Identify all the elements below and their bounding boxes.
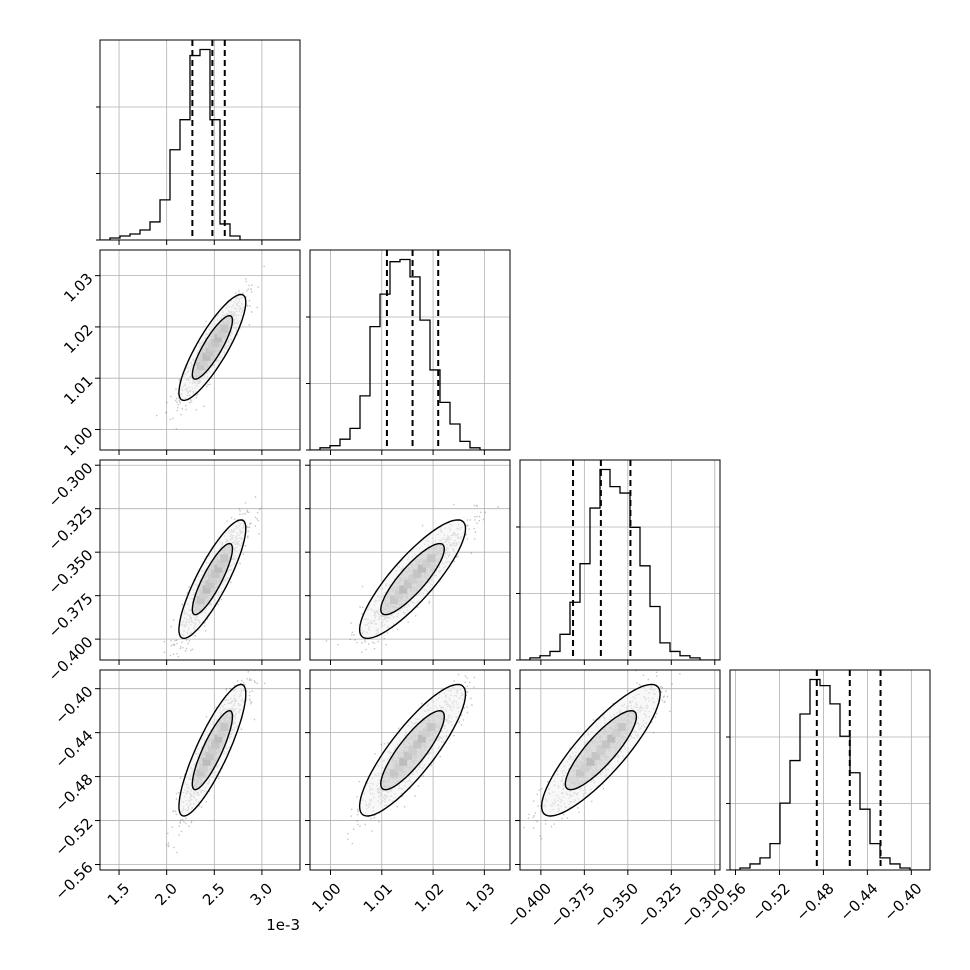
histogram-panel-3 <box>520 460 720 660</box>
histogram-panel-1 <box>100 40 300 240</box>
contour-inner <box>191 709 234 791</box>
x-tick-label: −0.325 <box>634 880 686 932</box>
y-tick-label: 1.03 <box>60 269 96 305</box>
histogram-step <box>520 468 720 660</box>
axes-frame <box>309 669 511 871</box>
contour-inner <box>191 314 234 380</box>
y-tick-label: 1.01 <box>60 372 96 408</box>
axes-frame <box>309 459 511 661</box>
histogram-step <box>730 678 930 870</box>
x-tick-label: 1.5 <box>104 880 134 910</box>
y-tick-label: −0.400 <box>45 633 97 685</box>
contour-inner <box>380 709 446 791</box>
x-tick-label: −0.52 <box>748 880 793 925</box>
histogram-panel-2 <box>310 250 510 450</box>
y-tick-label: −0.56 <box>51 858 96 903</box>
scatter-panel-4-2 <box>310 670 510 870</box>
y-tick-label: −0.300 <box>45 459 97 511</box>
axes-frame <box>99 459 301 661</box>
y-tick-label: 1.02 <box>60 321 96 357</box>
x-tick-label: −0.44 <box>836 880 881 925</box>
histogram-panel-4 <box>730 670 930 870</box>
y-tick-label: −0.44 <box>51 726 96 771</box>
x-tick-label: −0.375 <box>547 880 599 932</box>
histogram-step <box>100 48 300 240</box>
x-tick-label: −0.350 <box>590 880 642 932</box>
y-tick-label: −0.350 <box>45 546 97 598</box>
contour-inner <box>191 542 234 616</box>
y-tick-label: −0.375 <box>45 589 97 641</box>
y-tick-label: 1.00 <box>60 423 96 459</box>
scatter-panel-4-3 <box>520 670 720 870</box>
y-tick-label: −0.325 <box>45 503 97 555</box>
scatter-panel-3-1 <box>100 460 300 660</box>
axes-frame <box>99 249 301 451</box>
axes-frame <box>519 459 721 661</box>
y-tick-label: −0.48 <box>51 770 96 815</box>
x-tick-label: 2.0 <box>151 880 181 910</box>
x-tick-label: 1.01 <box>360 880 396 916</box>
axes-frame <box>729 669 931 871</box>
x-tick-label: 2.5 <box>199 880 229 910</box>
x-tick-label: −0.40 <box>880 880 925 925</box>
x-tick-label: −0.48 <box>792 880 837 925</box>
axes-frame <box>99 39 301 241</box>
x-offset-label: 1e-3 <box>266 916 300 934</box>
x-tick-label: 1.02 <box>411 880 447 916</box>
contour-inner <box>564 709 638 791</box>
histogram-step <box>310 258 510 450</box>
y-tick-label: −0.52 <box>51 814 96 859</box>
scatter-panel-2-1 <box>100 250 300 450</box>
axes-frame <box>99 669 301 871</box>
x-tick-label: 1.00 <box>308 880 344 916</box>
scatter-panel-3-2 <box>310 460 510 660</box>
scatter-panel-4-1 <box>100 670 300 870</box>
contour-inner <box>380 542 446 616</box>
axes-frame <box>519 669 721 871</box>
y-tick-label: −0.40 <box>51 682 96 727</box>
axes-frame <box>309 249 511 451</box>
x-tick-label: 3.0 <box>247 880 277 910</box>
x-tick-label: −0.400 <box>503 880 555 932</box>
x-tick-label: 1.03 <box>462 880 498 916</box>
